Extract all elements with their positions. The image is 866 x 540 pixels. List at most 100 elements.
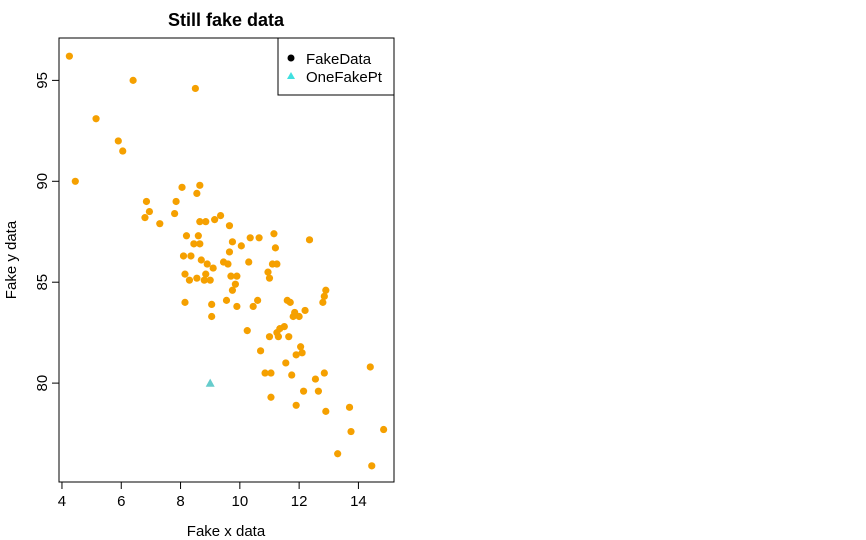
data-point-fakedata (145, 207, 154, 216)
data-point-fakedata (224, 260, 232, 268)
x-tick-label: 4 (58, 493, 66, 510)
data-point-fakedata (208, 300, 216, 308)
data-point-fakedata (265, 274, 274, 282)
legend-marker-onefakept (287, 72, 295, 79)
x-tick-label: 10 (231, 493, 248, 510)
data-point-fakedata (292, 401, 300, 409)
data-point-fakedata (181, 270, 189, 278)
data-point-fakedata (334, 450, 342, 458)
data-point-fakedata (254, 296, 262, 304)
data-point-fakedata (319, 298, 327, 306)
data-point-fakedata (129, 76, 137, 84)
data-point-fakedata (314, 387, 323, 395)
y-tick-label: 90 (34, 173, 51, 190)
data-point-fakedata (190, 240, 198, 248)
data-point-fakedata (322, 407, 330, 415)
data-point-fakedata (237, 242, 245, 250)
data-point-fakedata (295, 312, 303, 321)
data-point-fakedata (246, 234, 254, 242)
y-tick-label: 80 (34, 375, 51, 392)
data-point-fakedata (193, 189, 201, 197)
data-point-fakedata (194, 232, 202, 240)
data-point-fakedata (320, 369, 328, 377)
data-point-fakedata (233, 302, 241, 311)
data-point-fakedata (380, 425, 388, 434)
data-point-fakedata (271, 244, 280, 252)
data-point-fakedata (274, 333, 282, 341)
data-point-fakedata (301, 306, 309, 315)
chart-title: Still fake data (168, 10, 285, 30)
legend-label-fakedata: FakeData (306, 51, 372, 68)
data-point-fakedata (179, 252, 188, 260)
data-point-fakedata (322, 286, 330, 294)
data-point-fakedata (178, 183, 186, 191)
data-point-fakedata (222, 296, 231, 304)
data-point-fakedata (172, 197, 180, 206)
data-point-fakedata (286, 298, 294, 306)
data-points (65, 52, 388, 470)
data-point-fakedata (185, 276, 194, 284)
data-point-fakedata (203, 260, 211, 268)
y-tick-label: 85 (34, 274, 51, 291)
data-point-fakedata (249, 302, 257, 311)
y-axis: 80 85 90 95 (34, 72, 60, 392)
data-point-fakedata (191, 84, 199, 93)
data-point-fakedata (231, 280, 239, 288)
y-tick-label: 95 (34, 72, 51, 89)
data-point-fakedata (202, 218, 210, 226)
data-point-fakedata (228, 286, 237, 294)
data-point-fakedata (187, 252, 195, 260)
legend: FakeData OneFakePt (277, 37, 395, 96)
data-point-fakedata (202, 270, 210, 278)
data-point-fakedata (225, 248, 234, 256)
data-point-fakedata (345, 403, 354, 411)
data-point-fakedata (292, 351, 300, 359)
data-point-fakedata (196, 218, 204, 226)
data-point-fakedata (255, 234, 263, 242)
x-tick-label: 8 (176, 493, 184, 510)
data-point-fakedata (171, 209, 179, 218)
data-point-fakedata (245, 258, 253, 266)
data-point-fakedata (282, 359, 290, 367)
legend-marker-fakedata (287, 54, 295, 62)
data-point-fakedata (320, 292, 328, 300)
data-point-fakedata (92, 115, 100, 123)
x-tick-label: 14 (350, 493, 367, 510)
data-point-fakedata (196, 240, 204, 248)
y-axis-title: Fake y data (3, 220, 20, 299)
data-point-fakedata (273, 260, 281, 268)
data-point-fakedata (209, 264, 217, 272)
data-point-fakedata (193, 274, 201, 282)
data-point-fakedata (182, 232, 191, 240)
x-axis: 4 6 8 10 12 14 (58, 481, 367, 510)
data-point-fakedata (288, 371, 296, 379)
data-point-fakedata (265, 333, 274, 341)
data-point-fakedata (225, 222, 234, 230)
data-point-fakedata (197, 256, 205, 264)
data-point-fakedata (261, 369, 269, 377)
data-point-fakedata (65, 52, 73, 60)
data-point-fakedata (299, 387, 308, 395)
data-point-fakedata (227, 272, 235, 280)
data-point-fakedata (206, 276, 214, 284)
data-point-fakedata (311, 375, 320, 383)
data-point-fakedata (267, 369, 275, 377)
data-point-fakedata (243, 327, 251, 335)
data-point-fakedata (305, 236, 314, 244)
data-point-fakedata (181, 298, 189, 306)
data-point-fakedata (228, 238, 237, 246)
data-point-fakedata (200, 276, 208, 284)
data-point-fakedata (297, 343, 305, 351)
data-point-fakedata (264, 268, 272, 276)
legend-box (277, 37, 395, 96)
data-point-fakedata (71, 177, 79, 185)
data-point-fakedata (156, 220, 164, 228)
data-point-fakedata (368, 462, 376, 470)
data-point-fakedata (142, 197, 151, 206)
data-point-fakedata (285, 333, 293, 341)
x-tick-label: 12 (291, 493, 308, 510)
data-point-fakedata (114, 137, 122, 145)
legend-label-onefakept: OneFakePt (306, 69, 383, 86)
data-point-fakedata (141, 214, 149, 222)
